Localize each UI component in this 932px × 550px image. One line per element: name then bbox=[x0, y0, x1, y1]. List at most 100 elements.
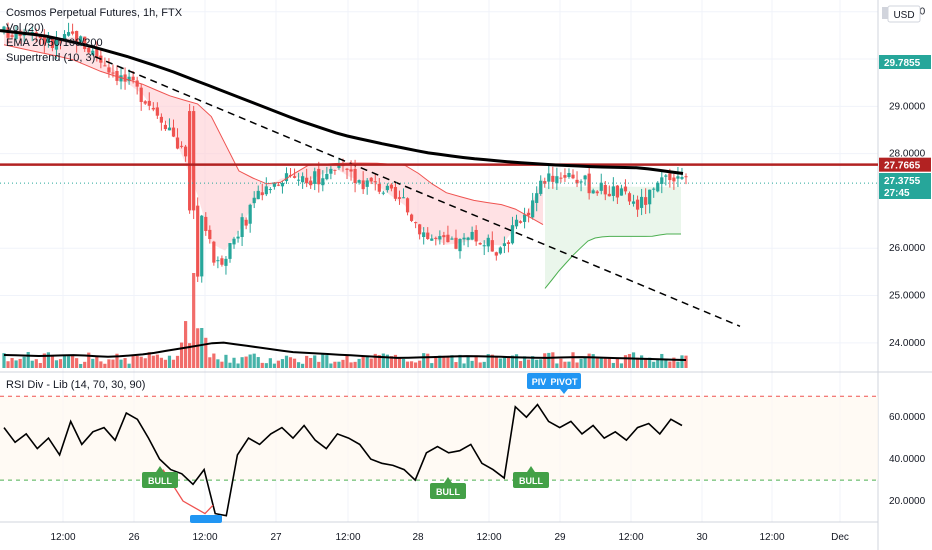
indicator-rsi-div[interactable]: RSI Div - Lib (14, 70, 30, 90) bbox=[6, 379, 146, 391]
last-price-badge[interactable]: 27:45 bbox=[884, 188, 910, 199]
candle-body[interactable] bbox=[672, 177, 676, 182]
candle-body[interactable] bbox=[183, 146, 188, 157]
candle-body[interactable] bbox=[635, 199, 640, 210]
candle-body[interactable] bbox=[301, 176, 305, 183]
candle-body[interactable] bbox=[619, 188, 624, 196]
candle-body[interactable] bbox=[276, 184, 281, 186]
candle-body[interactable] bbox=[361, 180, 365, 190]
candle-body[interactable] bbox=[151, 107, 155, 110]
candle-body[interactable] bbox=[458, 238, 462, 252]
candle-body[interactable] bbox=[111, 72, 115, 74]
candle-body[interactable] bbox=[123, 74, 127, 82]
candle-body[interactable] bbox=[510, 225, 515, 244]
candle-body[interactable] bbox=[385, 185, 389, 191]
candle-body[interactable] bbox=[676, 176, 680, 179]
candle-body[interactable] bbox=[502, 243, 507, 247]
candle-body[interactable] bbox=[527, 212, 531, 216]
candle-body[interactable] bbox=[83, 36, 87, 50]
candle-body[interactable] bbox=[494, 252, 498, 256]
candle-body[interactable] bbox=[401, 197, 406, 199]
candle-body[interactable] bbox=[54, 39, 59, 50]
candle-body[interactable] bbox=[470, 231, 474, 240]
candle-body[interactable] bbox=[127, 76, 131, 82]
candle-body[interactable] bbox=[135, 80, 139, 87]
candle-body[interactable] bbox=[131, 76, 135, 81]
candle-body[interactable] bbox=[159, 116, 163, 123]
candle-body[interactable] bbox=[595, 191, 599, 194]
candle-body[interactable] bbox=[353, 168, 357, 184]
candle-body[interactable] bbox=[684, 176, 688, 178]
candle-body[interactable] bbox=[442, 235, 446, 238]
candle-body[interactable] bbox=[325, 173, 329, 180]
candle-body[interactable] bbox=[333, 169, 337, 171]
candle-body[interactable] bbox=[454, 237, 458, 249]
candlesticks[interactable] bbox=[2, 22, 688, 283]
candle-body[interactable] bbox=[389, 184, 394, 189]
candle-body[interactable] bbox=[369, 177, 373, 182]
candle-body[interactable] bbox=[103, 65, 107, 67]
candle-body[interactable] bbox=[583, 175, 587, 180]
candle-body[interactable] bbox=[2, 26, 6, 31]
candle-body[interactable] bbox=[571, 174, 575, 179]
candle-body[interactable] bbox=[668, 173, 672, 181]
candle-body[interactable] bbox=[640, 196, 644, 208]
candle-body[interactable] bbox=[652, 188, 656, 190]
pivot-label[interactable]: PIVOT bbox=[550, 377, 578, 387]
candle-body[interactable] bbox=[62, 34, 67, 41]
candle-body[interactable] bbox=[313, 171, 317, 184]
candle-body[interactable] bbox=[216, 260, 220, 262]
candle-body[interactable] bbox=[107, 67, 111, 73]
candle-body[interactable] bbox=[680, 177, 684, 179]
candle-body[interactable] bbox=[450, 238, 454, 240]
candle-body[interactable] bbox=[268, 189, 272, 191]
candle-body[interactable] bbox=[381, 192, 385, 194]
candle-body[interactable] bbox=[244, 219, 248, 226]
candle-body[interactable] bbox=[188, 111, 192, 211]
candle-body[interactable] bbox=[38, 36, 42, 39]
candle-body[interactable] bbox=[143, 101, 147, 104]
candle-body[interactable] bbox=[71, 31, 75, 34]
candle-body[interactable] bbox=[486, 237, 490, 247]
candle-body[interactable] bbox=[260, 192, 264, 196]
symbol-title[interactable]: Cosmos Perpetual Futures, 1h, FTX bbox=[6, 7, 183, 19]
candle-body[interactable] bbox=[10, 35, 14, 37]
candle-body[interactable] bbox=[599, 182, 603, 191]
resistance-price-badge[interactable]: 27.7665 bbox=[884, 161, 921, 172]
candle-body[interactable] bbox=[155, 107, 159, 116]
candle-body[interactable] bbox=[192, 111, 196, 211]
candle-body[interactable] bbox=[482, 245, 486, 247]
candle-body[interactable] bbox=[329, 168, 333, 174]
candle-body[interactable] bbox=[284, 173, 289, 182]
candle-body[interactable] bbox=[535, 193, 539, 203]
candle-body[interactable] bbox=[196, 205, 200, 277]
candle-body[interactable] bbox=[14, 32, 18, 40]
candle-body[interactable] bbox=[349, 169, 353, 172]
price-axis[interactable]: 31.000030.000029.000028.000026.000025.00… bbox=[879, 5, 931, 507]
candle-body[interactable] bbox=[522, 214, 527, 222]
candle-body[interactable] bbox=[357, 180, 361, 183]
bull-label[interactable]: BULL bbox=[436, 487, 460, 497]
candle-body[interactable] bbox=[462, 237, 466, 240]
candle-body[interactable] bbox=[623, 186, 628, 192]
candle-body[interactable] bbox=[321, 178, 325, 186]
candle-body[interactable] bbox=[418, 224, 422, 235]
candle-body[interactable] bbox=[280, 182, 285, 187]
candle-body[interactable] bbox=[75, 30, 79, 44]
candle-body[interactable] bbox=[200, 215, 204, 277]
candle-body[interactable] bbox=[547, 173, 551, 182]
candle-body[interactable] bbox=[438, 236, 442, 240]
candle-body[interactable] bbox=[397, 197, 402, 199]
candle-body[interactable] bbox=[50, 38, 55, 49]
candle-body[interactable] bbox=[591, 190, 595, 194]
candle-body[interactable] bbox=[563, 175, 567, 178]
rsi-pane[interactable]: BULL BULL BULL PIV PIVOT bbox=[0, 373, 878, 523]
candle-body[interactable] bbox=[603, 185, 607, 195]
candle-body[interactable] bbox=[377, 183, 381, 192]
pivot-label[interactable]: PIV bbox=[532, 377, 547, 387]
candle-body[interactable] bbox=[240, 217, 244, 237]
candle-body[interactable] bbox=[567, 172, 571, 178]
candle-body[interactable] bbox=[575, 179, 579, 184]
candle-body[interactable] bbox=[644, 197, 648, 205]
candle-body[interactable] bbox=[305, 177, 309, 184]
